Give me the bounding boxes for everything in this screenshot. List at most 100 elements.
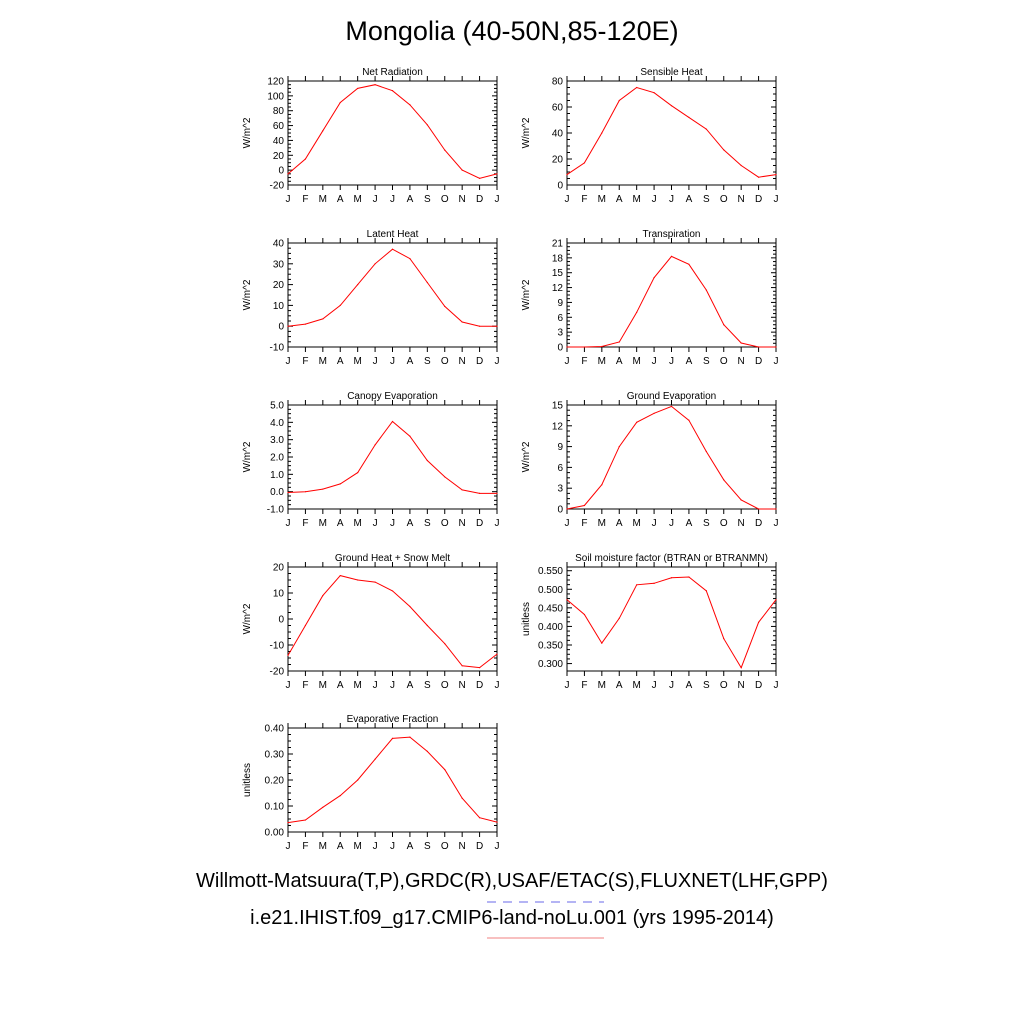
data-point <box>461 169 463 171</box>
x-tick-label: O <box>720 680 728 691</box>
data-point <box>618 341 620 343</box>
x-tick-label: F <box>302 518 308 529</box>
y-tick-label: 0.00 <box>265 828 285 839</box>
x-tick-label: J <box>652 518 657 529</box>
x-tick-label: J <box>286 518 291 529</box>
x-tick-label: M <box>353 518 361 529</box>
data-point <box>426 750 428 753</box>
x-tick-label: F <box>581 194 587 205</box>
x-tick-label: A <box>407 194 414 205</box>
x-tick-label: S <box>703 680 710 691</box>
data-point <box>374 84 376 86</box>
data-point <box>757 346 760 348</box>
x-tick-label: D <box>755 518 762 529</box>
x-tick-label: M <box>319 841 327 852</box>
x-tick-label: J <box>286 841 291 852</box>
y-tick-label: 0 <box>557 181 563 192</box>
data-point <box>391 420 394 423</box>
data-point <box>426 281 428 284</box>
y-tick-label: 2.0 <box>270 453 284 464</box>
data-point <box>705 128 707 130</box>
data-point <box>723 149 725 151</box>
x-tick-label: N <box>738 194 745 205</box>
data-point <box>357 472 359 474</box>
x-tick-label: J <box>669 680 674 691</box>
data-point <box>287 325 289 327</box>
data-point <box>339 101 341 104</box>
data-point <box>339 304 341 306</box>
x-tick-label: O <box>720 194 728 205</box>
x-tick-label: F <box>302 194 308 205</box>
data-point <box>409 104 411 106</box>
x-tick-label: S <box>703 194 710 205</box>
x-tick-label: A <box>616 194 623 205</box>
x-tick-label: D <box>755 194 762 205</box>
data-point <box>426 124 428 126</box>
data-point <box>357 87 359 90</box>
y-tick-label: 0 <box>557 505 563 516</box>
x-tick-label: A <box>686 680 693 691</box>
y-tick-label: 60 <box>273 121 285 132</box>
data-point <box>409 258 411 260</box>
y-tick-label: 9 <box>557 442 563 453</box>
panel-title: Latent Heat <box>367 229 419 240</box>
x-tick-label: J <box>390 680 395 691</box>
y-tick-label: 20 <box>273 280 285 291</box>
data-point <box>670 255 673 257</box>
x-tick-label: A <box>616 356 623 367</box>
data-point <box>322 130 324 132</box>
x-tick-label: J <box>774 356 779 367</box>
x-tick-label: N <box>738 356 745 367</box>
y-axis-label: W/m^2 <box>521 441 532 472</box>
data-point <box>566 508 568 510</box>
data-point <box>374 581 376 583</box>
x-tick-label: O <box>441 518 449 529</box>
y-tick-label: -1.0 <box>267 505 285 516</box>
x-tick-label: A <box>686 194 693 205</box>
data-point <box>757 621 760 623</box>
y-tick-label: 0.550 <box>538 566 563 577</box>
data-point <box>322 318 324 320</box>
y-tick-label: 40 <box>273 239 285 250</box>
data-point <box>740 342 742 344</box>
panel-title: Ground Evaporation <box>627 391 717 402</box>
data-point <box>304 819 307 821</box>
panel-title: Ground Heat + Snow Melt <box>335 553 451 564</box>
x-tick-label: A <box>686 518 693 529</box>
legend-entry-observations: Willmott-Matsuura(T,P),GRDC(R),USAF/ETAC… <box>196 870 828 892</box>
y-tick-label: -20 <box>270 181 285 192</box>
x-tick-label: A <box>616 518 623 529</box>
x-tick-label: F <box>581 518 587 529</box>
x-tick-label: A <box>686 356 693 367</box>
x-tick-label: J <box>774 518 779 529</box>
x-tick-label: J <box>495 680 500 691</box>
x-tick-label: O <box>441 194 449 205</box>
data-point <box>705 450 707 453</box>
data-point <box>322 595 324 597</box>
data-point <box>636 86 638 89</box>
x-tick-label: A <box>337 356 344 367</box>
data-point <box>636 421 638 423</box>
x-tick-label: J <box>652 194 657 205</box>
data-point <box>740 499 742 501</box>
data-point <box>775 174 777 176</box>
x-tick-label: N <box>459 680 466 691</box>
data-point <box>705 289 707 291</box>
data-point <box>461 797 463 799</box>
data-point <box>688 419 690 421</box>
data-point <box>357 284 359 286</box>
data-point <box>478 667 481 669</box>
x-tick-label: F <box>302 841 308 852</box>
data-point <box>287 654 289 657</box>
data-point <box>444 769 446 771</box>
data-point <box>287 491 289 494</box>
y-axis-label: unitless <box>242 763 253 797</box>
data-point <box>304 158 307 160</box>
x-tick-label: N <box>738 518 745 529</box>
data-point <box>391 737 394 740</box>
panel-title: Canopy Evaporation <box>347 391 438 402</box>
x-tick-label: J <box>390 194 395 205</box>
x-tick-label: J <box>565 356 570 367</box>
